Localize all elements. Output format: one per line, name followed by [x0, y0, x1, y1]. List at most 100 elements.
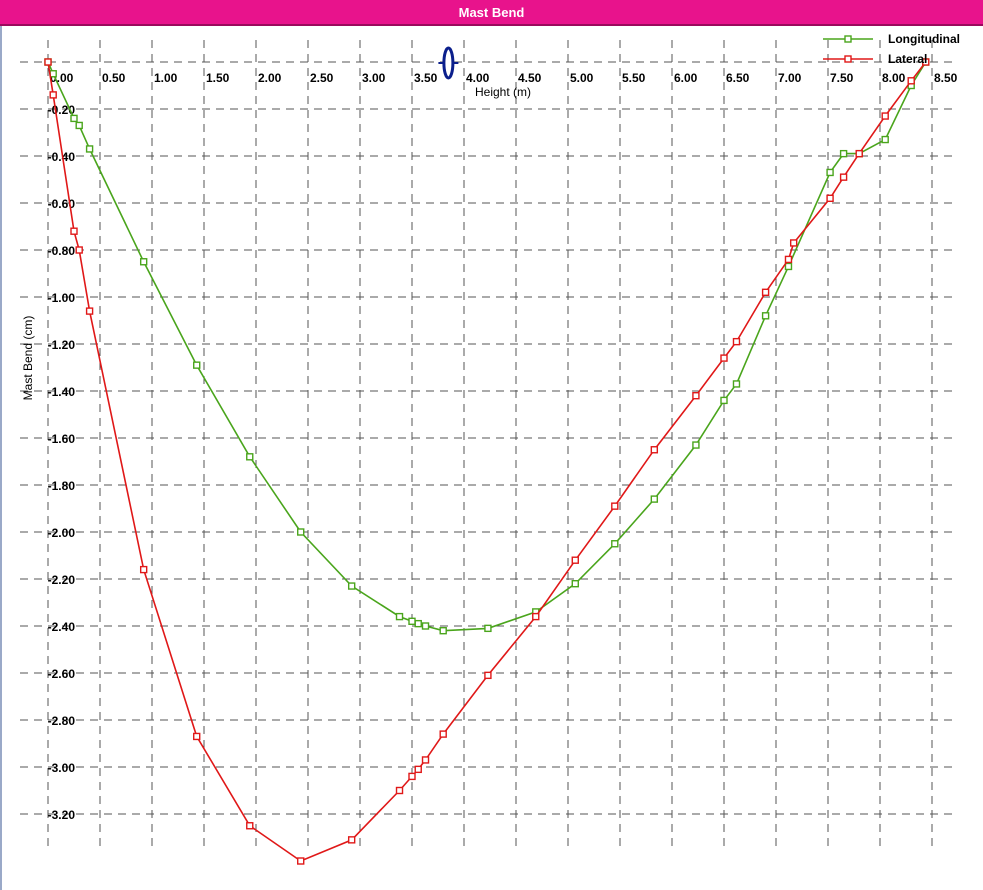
legend-label-lateral: Lateral [888, 52, 927, 66]
data-point-lateral [761, 288, 770, 296]
x-tick-label: 3.50 [414, 71, 438, 85]
data-point-longitudinal [761, 312, 770, 320]
data-point-longitudinal [484, 624, 492, 633]
y-tick-label: -3.20 [48, 808, 76, 822]
data-point-longitudinal [784, 262, 793, 271]
data-point-lateral [193, 732, 201, 741]
data-point-longitudinal [692, 441, 700, 449]
y-tick-label: -1.60 [48, 432, 76, 446]
data-point-longitudinal [70, 114, 78, 123]
data-point-lateral [839, 173, 848, 181]
height-cursor-handle[interactable] [438, 46, 459, 80]
data-point-longitudinal [826, 168, 834, 177]
y-tick-label: -0.60 [48, 197, 76, 211]
data-point-lateral [421, 756, 430, 764]
y-tick-label: -2.80 [48, 714, 76, 728]
data-point-longitudinal [571, 580, 579, 588]
x-tick-label: 5.00 [570, 71, 594, 85]
chart-title: Mast Bend [458, 5, 525, 20]
series-line-lateral [47, 61, 927, 862]
data-point-longitudinal [720, 396, 728, 405]
x-tick-label: 1.50 [206, 71, 230, 85]
data-point-lateral [650, 446, 659, 454]
x-tick-label: 1.00 [154, 71, 178, 85]
data-point-lateral [85, 307, 94, 315]
x-tick-label: 4.50 [518, 71, 542, 85]
data-point-longitudinal [193, 361, 201, 369]
data-point-lateral [826, 194, 834, 203]
data-point-lateral [611, 502, 619, 510]
x-axis-label: Height (m) [475, 85, 531, 99]
x-tick-label: 7.00 [778, 71, 802, 85]
data-point-lateral [789, 239, 798, 247]
x-tick-label: 6.50 [726, 71, 750, 85]
data-point-longitudinal [49, 70, 57, 78]
data-point-lateral [784, 255, 793, 264]
data-point-longitudinal [408, 617, 416, 625]
x-tick-label: 2.50 [310, 71, 334, 85]
data-point-longitudinal [650, 495, 659, 503]
data-point-longitudinal [414, 619, 422, 628]
data-point-lateral [414, 765, 422, 774]
y-axis-label: Mast Bend (cm) [21, 316, 35, 401]
data-point-lateral [139, 565, 148, 574]
data-point-longitudinal [347, 582, 356, 590]
data-point-longitudinal [611, 540, 619, 548]
data-point-longitudinal [85, 145, 94, 153]
data-point-lateral [732, 337, 741, 346]
left-border [0, 26, 2, 890]
y-tick-label: -1.80 [48, 479, 76, 493]
y-tick-label: -1.00 [48, 291, 76, 305]
data-point-lateral [571, 556, 579, 564]
x-tick-label: 8.00 [882, 71, 906, 85]
data-point-lateral [720, 354, 728, 362]
data-point-lateral [395, 786, 404, 795]
data-point-longitudinal [881, 135, 889, 144]
data-point-longitudinal [75, 121, 83, 130]
y-tick-label: -3.00 [48, 761, 76, 775]
data-point-lateral [70, 227, 78, 235]
data-point-lateral [907, 77, 915, 85]
x-tick-label: 4.00 [466, 71, 490, 85]
x-tick-label: 3.00 [362, 71, 386, 85]
data-point-lateral [532, 612, 540, 621]
data-point-longitudinal [732, 380, 741, 388]
legend-marker-longitudinal [844, 35, 852, 43]
data-point-longitudinal [439, 627, 447, 635]
series-line-longitudinal [47, 61, 927, 632]
legend-label-longitudinal: Longitudinal [888, 32, 960, 46]
data-point-longitudinal [297, 528, 305, 536]
x-tick-label: 8.50 [934, 71, 958, 85]
data-point-lateral [49, 91, 57, 99]
data-point-longitudinal [395, 612, 404, 621]
y-tick-label: -2.00 [48, 526, 76, 540]
data-point-lateral [246, 822, 254, 830]
data-point-lateral [44, 58, 52, 66]
chart-title-bar: Mast Bend [0, 0, 983, 26]
y-tick-label: -2.40 [48, 620, 76, 634]
y-tick-label: -2.20 [48, 573, 76, 587]
data-point-lateral [922, 58, 930, 66]
data-point-longitudinal [246, 453, 254, 461]
data-point-longitudinal [839, 149, 848, 158]
data-point-lateral [484, 671, 492, 680]
y-tick-label: -1.40 [48, 385, 76, 399]
data-point-lateral [881, 112, 889, 120]
x-tick-label: 6.00 [674, 71, 698, 85]
data-point-lateral [297, 857, 305, 865]
data-point-lateral [408, 772, 416, 781]
y-tick-label: -0.40 [48, 150, 76, 164]
x-tick-label: 5.50 [622, 71, 646, 85]
data-point-lateral [855, 149, 863, 158]
x-tick-label: 0.50 [102, 71, 126, 85]
y-tick-label: -1.20 [48, 338, 76, 352]
data-point-longitudinal [139, 258, 148, 266]
data-point-lateral [692, 392, 700, 400]
y-tick-label: -2.60 [48, 667, 76, 681]
data-point-lateral [347, 836, 356, 844]
data-point-longitudinal [421, 622, 430, 630]
data-point-lateral [75, 246, 83, 254]
y-tick-label: -0.80 [48, 244, 76, 258]
data-point-lateral [439, 730, 447, 738]
